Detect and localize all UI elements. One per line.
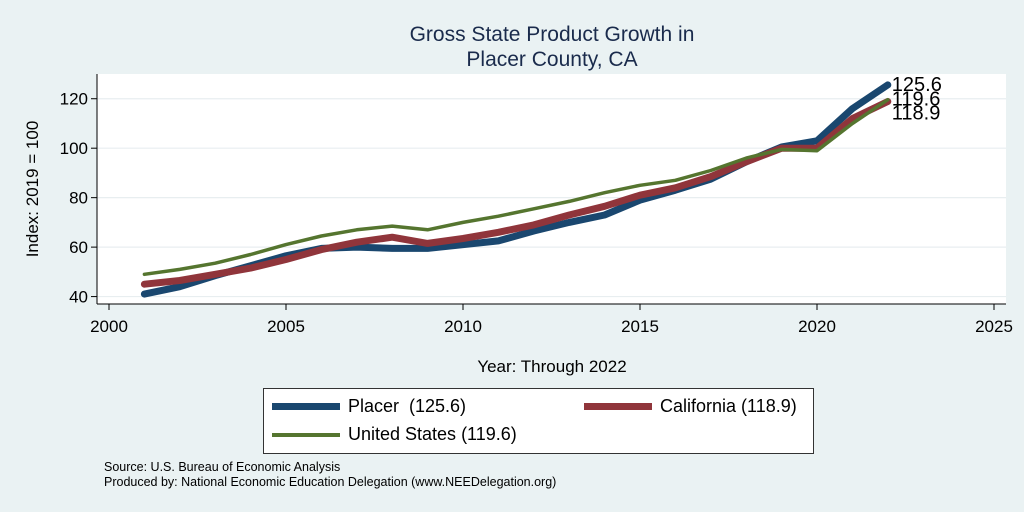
legend-item-california: California (118.9): [584, 396, 797, 417]
y-tick-label: 40: [69, 288, 88, 307]
y-axis-title: Index: 2019 = 100: [23, 121, 42, 258]
x-tick-label: 2005: [267, 317, 305, 336]
legend-label-california: California (118.9): [660, 396, 797, 416]
series-lines: [140, 81, 892, 298]
x-axis-title: Year: Through 2022: [477, 357, 626, 376]
x-tick-label: 2010: [444, 317, 482, 336]
series-line-united-states: [142, 97, 890, 277]
x-tick-label: 2025: [975, 317, 1013, 336]
source-note: Source: U.S. Bureau of Economic Analysis: [104, 460, 341, 474]
produced-by-note: Produced by: National Economic Education…: [104, 475, 557, 489]
end-label-california: 118.9: [892, 103, 941, 125]
x-tick-label: 2020: [798, 317, 836, 336]
chart-title-line-2: Placer County, CA: [466, 48, 637, 71]
y-tick-label: 60: [69, 238, 88, 257]
legend-swatch-united-states: [272, 432, 340, 437]
end-label-placer: 125.6: [892, 74, 942, 96]
axes: 40 60 80 100 120 2000 2005 2010 2015 2020 2025: [60, 74, 1013, 336]
legend-label-united-states: United States (119.6): [348, 424, 517, 444]
legend-item-placer: Placer (125.6): [272, 396, 466, 417]
x-tick-label: 2015: [621, 317, 659, 336]
legend-label-placer: Placer (125.6): [348, 396, 467, 416]
y-tick-label: 100: [60, 139, 88, 158]
gridlines: [97, 98, 1006, 298]
y-tick-label: 120: [60, 90, 88, 109]
legend-swatch-california: [584, 403, 652, 410]
end-label-united-states: 119.6: [892, 89, 941, 111]
chart-title-line-1: Gross State Product Growth in: [410, 23, 695, 46]
y-tick-label: 80: [69, 189, 88, 208]
x-tick-label: 2000: [90, 317, 128, 336]
legend-item-united-states: United States (119.6): [272, 424, 517, 445]
legend-swatch-placer: [272, 403, 340, 410]
legend: Placer (125.6) California (118.9) United…: [263, 388, 814, 454]
